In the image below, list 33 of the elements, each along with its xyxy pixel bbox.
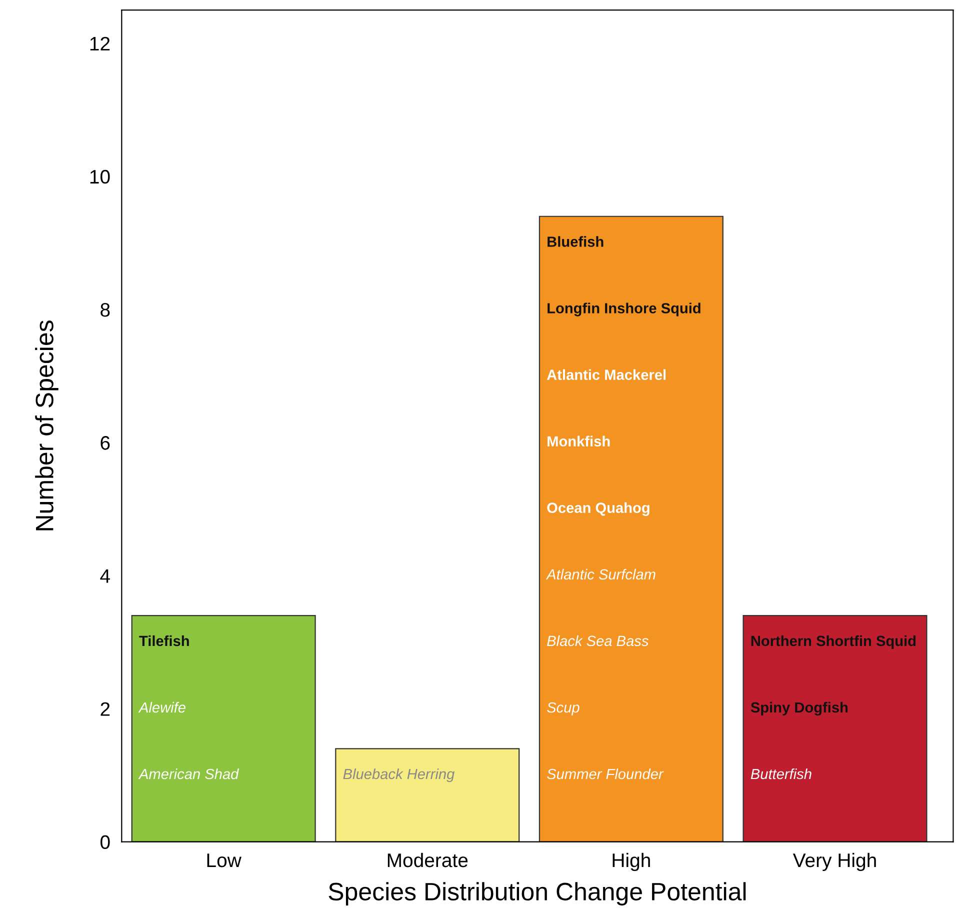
bar (131, 615, 316, 842)
x-tick-label: Low (207, 854, 242, 868)
y-tick-label: 6 (100, 436, 110, 450)
annotation: Summer Flounder (547, 768, 664, 780)
y-axis-title: Number of Species (35, 320, 58, 530)
annotation: Atlantic Surfclam (546, 568, 656, 580)
annotation: Alewife (138, 702, 186, 713)
y-tick-label: 4 (100, 569, 110, 583)
y-tick-label: 12 (90, 36, 110, 50)
y-tick-label: 0 (100, 835, 110, 850)
annotation: American Shad (138, 768, 240, 780)
x-axis-title: Species Distribution Change Potential (328, 882, 746, 906)
annotation: Longfin Inshore Squid (548, 302, 700, 316)
annotation: Tilefish (139, 635, 189, 646)
annotation: Bluefish (548, 236, 604, 247)
annotation: Butterfish (750, 768, 812, 780)
bar (742, 615, 928, 842)
y-tick-label: 8 (100, 302, 110, 317)
annotation: Blueback Herring (343, 768, 455, 782)
annotation: Scup (547, 702, 580, 716)
annotation: Spiny Dogfish (750, 702, 848, 716)
annotation: Monkfish (548, 436, 610, 447)
x-tick-label: High (612, 852, 650, 872)
x-tick-label: Moderate (388, 852, 468, 868)
annotation: Northern Shortfin Squid (751, 635, 916, 649)
annotation: Atlantic Mackerel (546, 369, 666, 380)
bar (538, 216, 724, 842)
x-tick-label: Very High (792, 852, 876, 872)
bar (335, 748, 520, 842)
y-tick-label: 2 (100, 702, 110, 716)
annotation: Ocean Quahog (547, 502, 650, 516)
y-tick-label: 10 (90, 170, 110, 184)
annotation: Black Sea Bass (547, 635, 648, 646)
